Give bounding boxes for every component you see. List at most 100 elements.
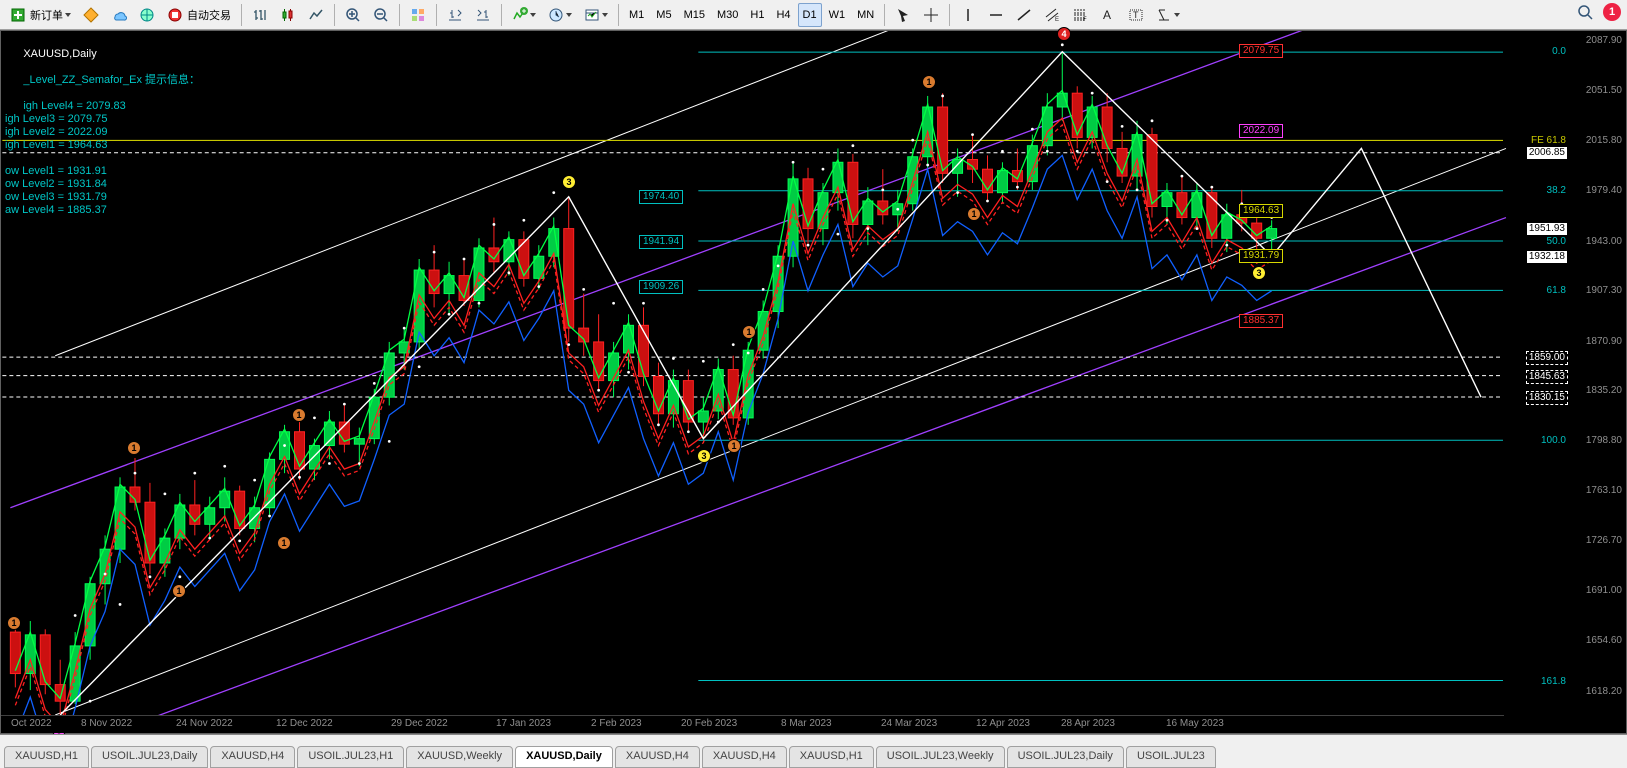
templates-button[interactable] — [579, 3, 613, 27]
y-axis-tick: 1726.70 — [1586, 535, 1622, 546]
timeframe-M30[interactable]: M30 — [712, 3, 743, 27]
chart-tab[interactable]: USOIL.JUL23,H1 — [297, 746, 404, 768]
chart-tabs: XAUUSD,H1USOIL.JUL23,DailyXAUUSD,H4USOIL… — [0, 734, 1627, 768]
chart-info-overlay: XAUUSD,Daily _Level_ZZ_Semafor_Ex 提示信息： … — [5, 35, 200, 230]
shift-end-button[interactable] — [442, 3, 468, 27]
metaquotes-icon-button[interactable] — [78, 3, 104, 27]
crosshair-button[interactable] — [918, 3, 944, 27]
diamond-icon — [83, 7, 99, 23]
hline-icon — [988, 7, 1004, 23]
grid-icon — [410, 7, 426, 23]
semafor-dot-lvl1: 1 — [292, 408, 306, 422]
zoom-in-button[interactable] — [340, 3, 366, 27]
y-axis-tick: 1835.20 — [1586, 385, 1622, 396]
periods-button[interactable] — [543, 3, 577, 27]
chart-tab[interactable]: XAUUSD,H4 — [210, 746, 295, 768]
timeframe-H4[interactable]: H4 — [771, 3, 795, 27]
trendline-button[interactable] — [1011, 3, 1037, 27]
timeframe-W1[interactable]: W1 — [824, 3, 851, 27]
chart-tab[interactable]: USOIL.JUL23 — [1126, 746, 1216, 768]
indicator-header: _Level_ZZ_Semafor_Ex 提示信息： — [23, 74, 200, 86]
text-label-button[interactable]: T — [1123, 3, 1149, 27]
indicators-button[interactable] — [507, 3, 541, 27]
fib-level-label: 161.8 — [1541, 676, 1566, 687]
timeframe-M15[interactable]: M15 — [679, 3, 710, 27]
chart-tab[interactable]: XAUUSD,Daily — [515, 746, 613, 768]
new-order-icon — [10, 7, 26, 23]
semafor-dot-lvl1: 1 — [727, 439, 741, 453]
chart-tab[interactable]: XAUUSD,H4 — [615, 746, 700, 768]
crosshair-icon — [923, 7, 939, 23]
bar-chart-icon — [252, 7, 268, 23]
timeframe-M1[interactable]: M1 — [624, 3, 649, 27]
chart-tab[interactable]: USOIL.JUL23,Daily — [91, 746, 208, 768]
timeframe-D1[interactable]: D1 — [798, 3, 822, 27]
line-chart-icon — [308, 7, 324, 23]
price-label-box: 1931.79 — [1239, 249, 1283, 263]
y-axis-tick: 1763.10 — [1586, 485, 1622, 496]
y-axis-tick: 1618.20 — [1586, 686, 1622, 697]
bar-chart-button[interactable] — [247, 3, 273, 27]
line-chart-button[interactable] — [303, 3, 329, 27]
chart-tab[interactable]: XAUUSD,H1 — [4, 746, 89, 768]
y-axis-tick: 1870.90 — [1586, 336, 1622, 347]
shift-right-icon — [475, 7, 491, 23]
fib-level-label: 61.8 — [1547, 285, 1566, 296]
svg-text:A: A — [1103, 8, 1111, 22]
chart-svg — [1, 31, 1626, 715]
symbol-header: XAUUSD,Daily — [23, 48, 96, 60]
autotrade-button[interactable]: 自动交易 — [162, 3, 236, 27]
chart-tab[interactable]: USOIL.JUL23,Weekly — [876, 746, 1005, 768]
hline-button[interactable] — [983, 3, 1009, 27]
text-icon: A — [1100, 7, 1116, 23]
zoom-out-button[interactable] — [368, 3, 394, 27]
chart-tab[interactable]: XAUUSD,H1 — [789, 746, 874, 768]
channel-button[interactable]: E — [1039, 3, 1065, 27]
timeframe-M5[interactable]: M5 — [651, 3, 676, 27]
new-order-button[interactable]: 新订单 — [5, 3, 76, 27]
x-axis-tick: 20 Feb 2023 — [681, 718, 737, 729]
autotrade-label: 自动交易 — [187, 7, 231, 23]
y-axis-tick: 1691.00 — [1586, 585, 1622, 596]
right-price-label: 1951.93 — [1526, 222, 1568, 236]
fib-level-label: 50.0 — [1547, 236, 1566, 247]
fib-button[interactable]: F — [1067, 3, 1093, 27]
chart-window: XAUUSD,Daily _Level_ZZ_Semafor_Ex 提示信息： … — [0, 30, 1627, 734]
channel-icon: E — [1044, 7, 1060, 23]
timeframe-H1[interactable]: H1 — [745, 3, 769, 27]
chart-tab[interactable]: XAUUSD,Weekly — [406, 746, 513, 768]
objects-button[interactable] — [1151, 3, 1185, 27]
x-axis-dates: Oct 20228 Nov 202224 Nov 202212 Dec 2022… — [1, 715, 1504, 733]
y-axis-tick: 2051.50 — [1586, 85, 1622, 96]
candle-chart-button[interactable] — [275, 3, 301, 27]
new-order-label: 新订单 — [30, 7, 63, 23]
vline-icon — [960, 7, 976, 23]
signals-button[interactable] — [106, 3, 132, 27]
price-label-box: 1964.63 — [1239, 204, 1283, 218]
x-axis-tick: 12 Apr 2023 — [976, 718, 1030, 729]
x-axis-tick: 8 Mar 2023 — [781, 718, 832, 729]
alert-badge[interactable]: 1 — [1603, 3, 1621, 21]
cursor-icon — [895, 7, 911, 23]
expert-button[interactable] — [134, 3, 160, 27]
text-button[interactable]: A — [1095, 3, 1121, 27]
right-price-label: 1830.15 — [1526, 391, 1568, 405]
cursor-button[interactable] — [890, 3, 916, 27]
price-label-box: 1885.37 — [1239, 314, 1283, 328]
chart-plot[interactable]: XAUUSD,Daily _Level_ZZ_Semafor_Ex 提示信息： … — [1, 31, 1626, 715]
x-axis-tick: 17 Jan 2023 — [496, 718, 551, 729]
tile-button[interactable] — [405, 3, 431, 27]
shift-right-button[interactable] — [470, 3, 496, 27]
search-icon[interactable] — [1577, 4, 1593, 20]
vline-button[interactable] — [955, 3, 981, 27]
svg-text:T: T — [1133, 10, 1139, 20]
shift-end-icon — [447, 7, 463, 23]
main-toolbar: 新订单 自动交易 M1M5M15M30H1H4D1W1MN E F A T 1 — [0, 0, 1627, 30]
trendline-icon — [1016, 7, 1032, 23]
clock-icon — [548, 7, 564, 23]
chart-tab[interactable]: XAUUSD,H4 — [702, 746, 787, 768]
chart-tab[interactable]: USOIL.JUL23,Daily — [1007, 746, 1124, 768]
zoom-in-icon — [345, 7, 361, 23]
timeframe-MN[interactable]: MN — [852, 3, 879, 27]
x-axis-tick: 12 Dec 2022 — [276, 718, 333, 729]
